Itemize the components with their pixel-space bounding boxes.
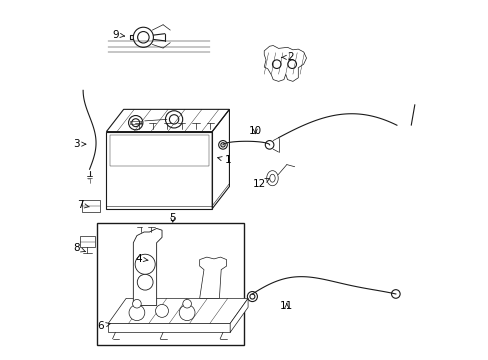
Text: 11: 11: [280, 301, 293, 311]
Text: 10: 10: [248, 126, 261, 135]
Circle shape: [179, 305, 195, 320]
Polygon shape: [106, 132, 212, 209]
Circle shape: [129, 305, 144, 320]
Text: 2: 2: [281, 52, 294, 62]
Polygon shape: [82, 200, 100, 212]
Polygon shape: [212, 109, 229, 209]
Text: 4: 4: [135, 254, 148, 264]
Text: 8: 8: [73, 243, 85, 253]
Polygon shape: [108, 298, 247, 323]
Polygon shape: [80, 236, 95, 247]
Circle shape: [137, 274, 153, 290]
Polygon shape: [230, 298, 247, 332]
Text: 9: 9: [112, 30, 124, 40]
Polygon shape: [199, 257, 226, 298]
Text: 12: 12: [252, 179, 269, 189]
Text: 6: 6: [97, 321, 110, 331]
Text: 5: 5: [169, 213, 176, 222]
Polygon shape: [110, 135, 208, 166]
Text: 1: 1: [217, 155, 231, 165]
Text: 7: 7: [77, 200, 89, 210]
Circle shape: [155, 305, 168, 318]
Polygon shape: [108, 323, 230, 332]
Polygon shape: [264, 45, 306, 81]
Circle shape: [132, 300, 141, 308]
Polygon shape: [106, 109, 229, 132]
Circle shape: [135, 254, 155, 274]
Bar: [97, 223, 244, 345]
Circle shape: [183, 300, 191, 308]
Text: 3: 3: [73, 139, 85, 149]
Polygon shape: [133, 228, 162, 306]
